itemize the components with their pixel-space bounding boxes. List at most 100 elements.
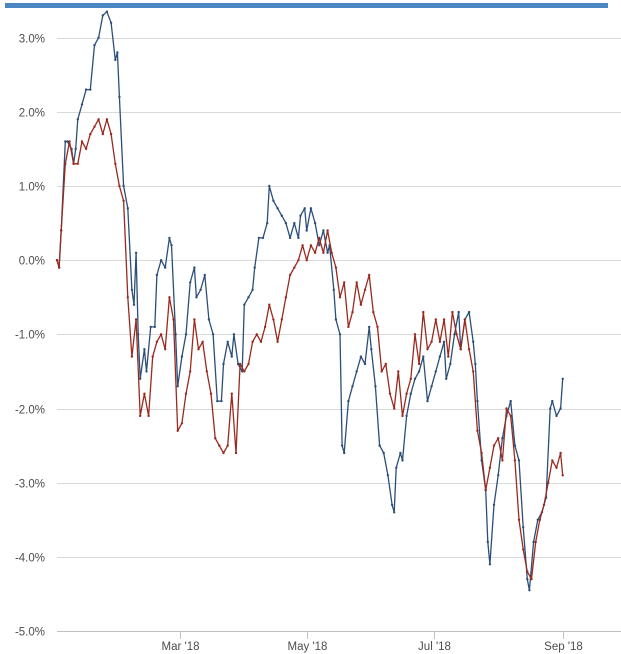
series-1-point [301,244,304,247]
series-0-point [293,221,296,225]
series-0-point [561,377,564,380]
series-0-point [555,414,558,418]
series-0-point [522,526,525,529]
series-0-point [313,221,317,225]
series-1-point [293,266,296,269]
series-0-point [230,355,233,358]
series-0-point [326,251,329,254]
series-0-point [536,518,539,521]
series-1-point [438,340,442,343]
series-1-point [476,429,479,432]
series-1-point [534,540,537,544]
series-0-point [457,310,460,314]
y-tick-label: -2.0% [15,405,45,417]
y-tick-label: -4.0% [15,553,45,565]
series-0-point [84,88,88,91]
series-0-point [378,444,381,447]
series-line-1 [56,118,564,580]
series-0-point [303,207,306,210]
series-0-point [268,184,271,188]
series-1-point [109,132,113,136]
series-1-point [139,414,142,418]
series-1-point [430,340,433,343]
series-1-point [226,444,229,447]
series-0-point [195,296,198,299]
series-1-point [284,296,288,299]
series-0-point [532,540,535,544]
series-0-point [409,392,412,395]
series-1-point [193,318,196,321]
series-1-point [447,355,450,358]
series-1-point [522,548,525,551]
series-0-point [168,236,171,240]
series-0-point [476,399,479,403]
series-0-point [159,259,163,262]
series-1-point [68,140,71,143]
series-1-point [422,310,425,314]
series-0-point [101,14,105,17]
series-1-point [376,325,379,329]
series-1-point [455,333,458,336]
series-1-point [263,325,267,329]
series-0-point [155,273,159,277]
series-1-point [401,414,404,418]
series-1-point [351,310,354,314]
series-0-point [193,266,196,269]
series-1-point [143,392,146,395]
series-1-point [147,414,150,418]
series-0-point [299,214,302,217]
series-0-point [170,244,173,247]
series-1-point [368,273,371,277]
series-1-point [238,362,242,366]
series-0-point [359,355,363,358]
x-tick-label: Mar '18 [162,641,200,653]
series-1-point [201,340,204,343]
series-0-point [220,399,223,403]
series-1-point [372,310,375,314]
series-1-point [559,451,562,455]
series-0-point [164,266,167,269]
series-0-point [332,288,335,291]
series-1-point [480,451,483,455]
series-0-point [118,95,121,99]
series-0-point [288,236,292,240]
series-0-point [180,355,184,358]
series-1-point [172,318,175,321]
series-1-point [397,370,400,373]
series-0-point [393,511,396,514]
series-1-point [80,140,84,143]
series-1-point [343,281,346,284]
series-1-point [164,348,167,351]
series-1-point [388,392,392,395]
series-0-point [386,474,390,477]
series-1-point [322,251,325,254]
series-1-point [159,333,163,336]
series-1-point [101,132,105,136]
series-0-point [203,273,206,277]
series-1-point [517,518,521,521]
series-0-point [368,325,371,329]
series-1-point [488,466,492,469]
series-0-point [211,333,215,336]
series-1-point [243,370,246,373]
series-0-point [438,355,442,358]
series-0-point [176,385,179,388]
y-tick-label: 3.0% [19,34,45,46]
series-0-point [492,503,496,507]
series-0-point [243,303,246,306]
x-axis: Mar '18 May '18 Jul '18 Sep '18 [57,631,621,653]
series-1-point [55,259,59,262]
series-1-point [155,340,159,343]
series-1-point [151,355,154,358]
series-0-point [309,207,313,210]
series-0-point [467,310,471,314]
series-1-point [122,199,125,202]
series-0-point [184,333,188,336]
series-0-point [417,370,421,373]
series-0-point [253,266,256,269]
series-0-point [216,399,219,403]
series-0-point [318,244,321,247]
series-1-point [97,118,100,121]
series-0-point [501,437,504,440]
